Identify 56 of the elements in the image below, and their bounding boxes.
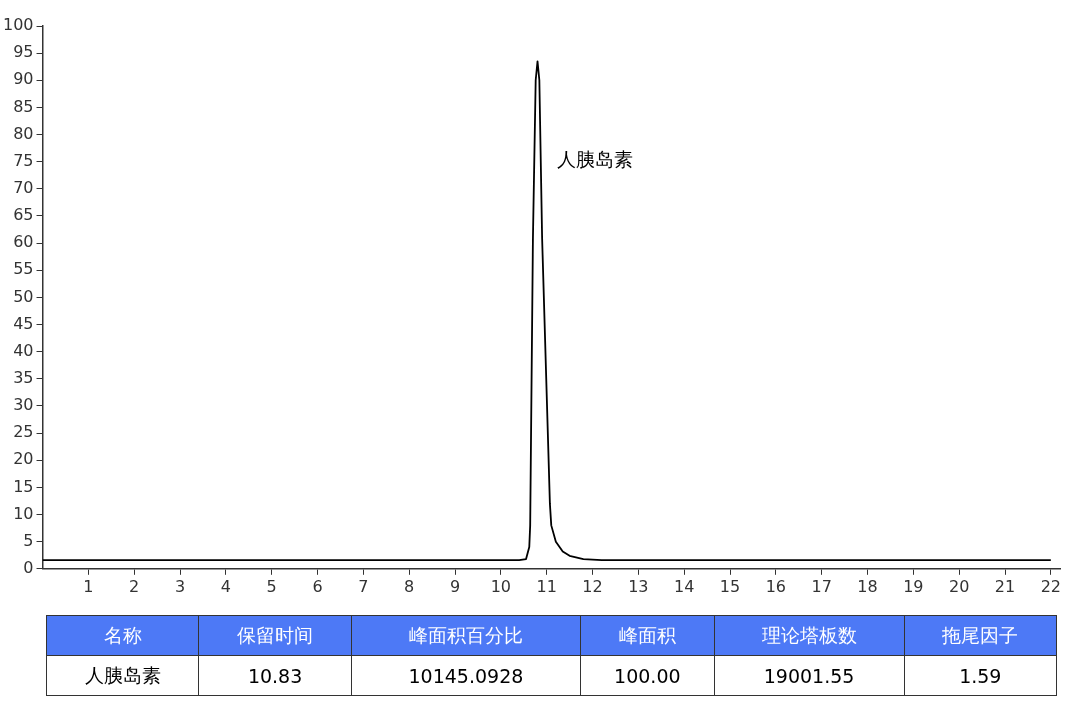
text: 人胰岛素 <box>46 655 199 696</box>
annotation: 人胰岛素 <box>557 147 633 172</box>
text: 拖尾因子 <box>904 615 1057 656</box>
y-tick-label: 15 <box>13 476 34 496</box>
x-tick-label: 6 <box>312 576 323 596</box>
x-tick-label: 10 <box>490 576 512 596</box>
text: 10145.0928 <box>351 655 581 696</box>
text: 1.59 <box>904 655 1057 696</box>
x-tick-label: 9 <box>449 576 461 596</box>
y-tick-label: 90 <box>13 69 34 89</box>
x-tick-label: 5 <box>266 576 277 596</box>
text: 保留时间 <box>198 615 352 656</box>
text: 理论塔板数 <box>714 615 905 656</box>
text: 峰面积百分比 <box>351 615 581 656</box>
y-tick-label: 95 <box>13 42 34 62</box>
x-tick-label: 15 <box>719 576 741 596</box>
x-tick-label: 14 <box>674 576 695 596</box>
y-tick-label: 55 <box>13 259 34 279</box>
text: 10.83 <box>198 655 352 696</box>
text: 名称 <box>46 615 199 656</box>
y-tick-label: 100 <box>2 15 34 35</box>
x-tick-label: 18 <box>857 576 878 596</box>
y-tick-label: 10 <box>13 503 34 523</box>
x-tick-label: 17 <box>811 576 832 596</box>
y-tick-label: 40 <box>13 340 34 360</box>
y-tick-label: 65 <box>13 205 34 225</box>
x-tick-label: 7 <box>358 576 369 596</box>
y-tick-label: 30 <box>13 395 34 415</box>
y-tick-label: 35 <box>13 367 34 387</box>
y-tick-label: 25 <box>13 422 34 442</box>
x-tick-label: 20 <box>948 576 970 596</box>
x-tick-label: 1 <box>83 576 94 596</box>
text: 100.00 <box>580 655 715 696</box>
y-tick-label: 45 <box>13 313 34 333</box>
x-tick-label: 22 <box>1040 576 1062 596</box>
x-tick-label: 21 <box>994 576 1016 596</box>
y-tick-label: 75 <box>13 150 34 170</box>
x-tick-label: 16 <box>765 576 787 596</box>
x-tick-label: 13 <box>628 576 649 596</box>
x-tick-label: 12 <box>582 576 603 596</box>
y-tick-label: 0 <box>23 557 34 577</box>
x-tick-label: 4 <box>220 576 231 596</box>
x-tick-label: 2 <box>129 576 140 596</box>
y-tick-label: 5 <box>23 530 34 550</box>
y-tick-label: 70 <box>13 178 34 197</box>
x-tick-label: 8 <box>404 576 415 596</box>
y-tick-label: 50 <box>13 286 34 306</box>
x-tick-label: 3 <box>174 576 186 596</box>
y-tick-label: 20 <box>13 449 34 469</box>
text: 19001.55 <box>714 655 905 696</box>
y-tick-label: 60 <box>13 232 34 252</box>
x-tick-label: 19 <box>903 576 924 596</box>
text: 峰面积 <box>580 615 715 656</box>
y-tick-label: 80 <box>13 123 34 143</box>
y-tick-label: 85 <box>13 96 34 116</box>
x-tick-label: 11 <box>536 576 557 596</box>
